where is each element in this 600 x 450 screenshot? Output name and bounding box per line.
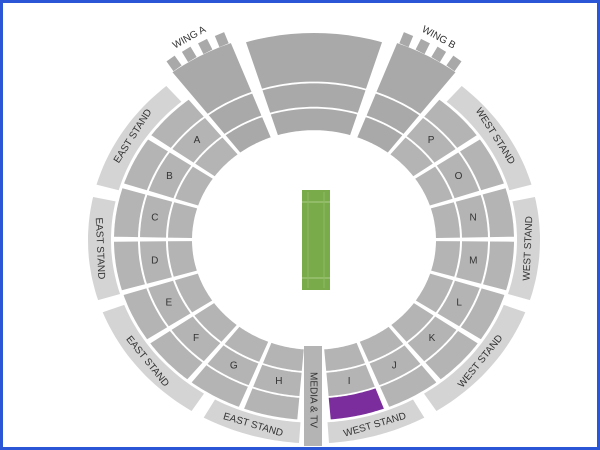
stand-section[interactable] <box>424 304 526 411</box>
seat-block[interactable] <box>456 241 488 284</box>
seat-block[interactable] <box>415 273 453 313</box>
stand-label: EAST STAND <box>93 217 107 279</box>
block-label: D <box>151 256 158 267</box>
top-block[interactable] <box>262 83 366 113</box>
seat-block[interactable] <box>380 365 437 407</box>
stand-section[interactable] <box>203 399 301 444</box>
seat-block[interactable] <box>415 166 453 206</box>
seat-block[interactable] <box>175 273 213 313</box>
seat-block[interactable] <box>483 241 514 291</box>
block-label: E <box>165 297 172 308</box>
wing-box[interactable] <box>214 32 229 48</box>
block-label: G <box>230 360 238 371</box>
block-label: C <box>151 212 158 223</box>
seat-block[interactable] <box>460 139 504 191</box>
seat-block[interactable] <box>224 326 269 362</box>
stand-section[interactable] <box>102 304 204 411</box>
stand-section[interactable] <box>446 86 532 191</box>
top-block[interactable] <box>246 33 382 89</box>
stand-section[interactable] <box>507 197 540 301</box>
seat-block[interactable] <box>140 195 173 238</box>
wing-box[interactable] <box>198 38 213 55</box>
block-label: F <box>193 333 199 344</box>
seat-block[interactable] <box>406 118 456 163</box>
seat-block[interactable] <box>207 345 259 386</box>
block-label: P <box>428 135 435 146</box>
seat-block[interactable] <box>150 331 203 380</box>
stand-section[interactable] <box>327 399 425 444</box>
seat-block[interactable] <box>151 99 204 148</box>
stand-section[interactable] <box>96 86 182 191</box>
seat-block[interactable] <box>436 152 480 199</box>
block-label: K <box>429 333 436 344</box>
block-label: J <box>392 360 397 371</box>
wing-box[interactable] <box>166 55 182 72</box>
seat-block[interactable] <box>430 202 460 238</box>
seat-block[interactable] <box>369 345 421 386</box>
wing-block[interactable] <box>208 93 262 134</box>
wing-box[interactable] <box>415 38 430 55</box>
wing-box[interactable] <box>399 32 414 48</box>
seat-block[interactable] <box>140 241 172 284</box>
seat-block[interactable] <box>425 331 478 380</box>
seat-block[interactable] <box>175 166 213 206</box>
seat-block[interactable] <box>168 202 198 238</box>
seat-block[interactable] <box>194 303 237 342</box>
block-label: A <box>194 135 201 146</box>
seat-block[interactable] <box>253 364 302 397</box>
media-box <box>304 346 322 446</box>
block-label: M <box>469 256 477 267</box>
stand-section[interactable] <box>88 197 121 301</box>
seat-block[interactable] <box>114 241 145 291</box>
block-label: N <box>469 212 476 223</box>
wing-box[interactable] <box>431 46 447 63</box>
seat-block[interactable] <box>172 118 222 163</box>
media-label: MEDIA & TV <box>307 372 318 428</box>
seat-block[interactable] <box>326 364 375 397</box>
wing-block[interactable] <box>376 43 456 114</box>
wing-box[interactable] <box>181 46 197 63</box>
seat-block[interactable] <box>424 99 477 148</box>
wing-box[interactable] <box>446 55 462 72</box>
wing-block[interactable] <box>172 43 252 114</box>
block-label: I <box>348 376 351 387</box>
seat-block[interactable] <box>263 342 304 371</box>
seat-block[interactable] <box>482 188 514 238</box>
block-label: H <box>275 376 282 387</box>
seat-block[interactable] <box>191 365 248 407</box>
seat-block[interactable] <box>455 195 488 238</box>
pitch <box>302 190 330 290</box>
block-label: L <box>456 297 462 308</box>
seat-block[interactable] <box>244 388 300 420</box>
seat-block[interactable] <box>460 288 505 340</box>
seat-block[interactable] <box>359 326 404 362</box>
stand-label: WEST STAND <box>522 216 536 281</box>
seat-block[interactable] <box>391 303 434 342</box>
seat-block[interactable] <box>123 288 168 340</box>
seat-block[interactable] <box>407 316 457 362</box>
seat-block[interactable] <box>168 241 197 277</box>
seat-block[interactable] <box>148 280 191 327</box>
seat-block[interactable] <box>195 137 238 177</box>
block-label: O <box>455 171 463 182</box>
seat-block[interactable] <box>324 342 365 371</box>
seat-block[interactable] <box>328 388 384 420</box>
wing-block[interactable] <box>357 117 403 153</box>
seat-block[interactable] <box>114 188 146 238</box>
wing-block[interactable] <box>366 93 420 134</box>
top-block[interactable] <box>270 108 358 136</box>
block-label: B <box>166 171 173 182</box>
seat-block[interactable] <box>171 316 221 362</box>
seat-block[interactable] <box>431 241 460 277</box>
seat-block[interactable] <box>148 152 192 199</box>
seat-block[interactable] <box>437 280 480 327</box>
wing-block[interactable] <box>225 117 271 153</box>
seat-block[interactable] <box>390 137 433 177</box>
seat-block[interactable] <box>124 139 168 191</box>
